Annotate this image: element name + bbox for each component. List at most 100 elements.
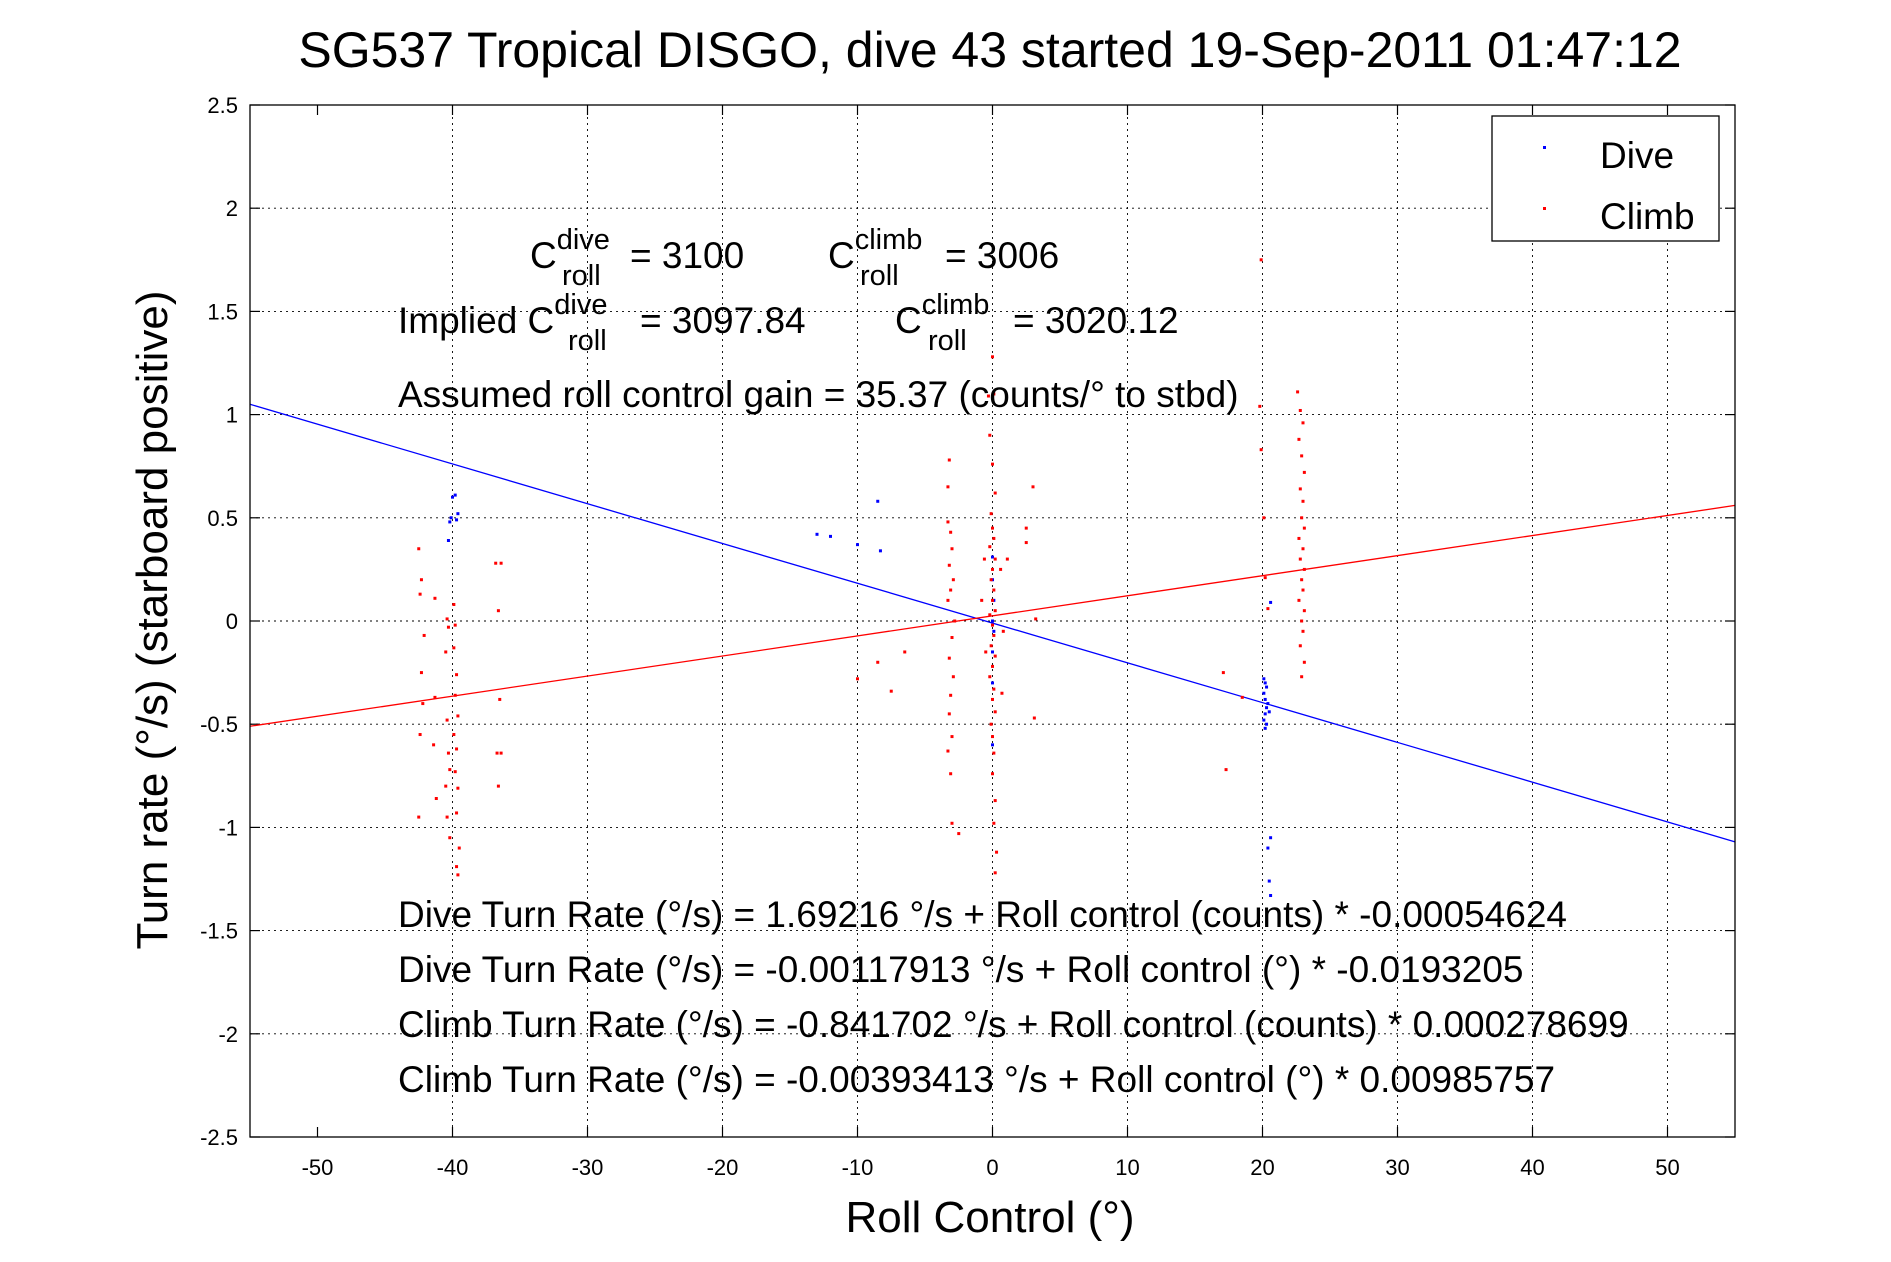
climb-point — [992, 392, 996, 396]
y-tick-label: -1.5 — [200, 919, 238, 944]
dive-point — [1263, 681, 1267, 685]
climb-point — [946, 749, 950, 753]
climb-point — [984, 650, 988, 654]
c-dive-value: = 3100 — [630, 235, 744, 276]
c-climb-subscript: roll — [860, 260, 899, 292]
x-tick-label: 10 — [1115, 1155, 1139, 1180]
dive-point — [1263, 697, 1267, 701]
climb-point — [991, 735, 994, 739]
climb-point — [992, 687, 996, 691]
climb-point — [856, 677, 859, 681]
climb-point — [949, 530, 953, 534]
climb-point — [992, 536, 996, 540]
climb-point — [946, 485, 950, 489]
legend-label-climb: Climb — [1600, 196, 1695, 237]
climb-point — [957, 832, 961, 836]
climb-point — [991, 355, 994, 359]
climb-point — [1032, 716, 1036, 720]
climb-point — [988, 675, 992, 679]
climb-point — [993, 609, 997, 613]
climb-point — [951, 675, 955, 679]
climb-point — [980, 598, 984, 602]
climb-point — [422, 633, 426, 637]
climb-point — [989, 512, 993, 516]
climb-point — [1005, 557, 1009, 561]
climb-point — [453, 623, 457, 627]
dive-point — [449, 516, 453, 520]
x-tick-label: 30 — [1385, 1155, 1409, 1180]
climb-point — [1297, 437, 1301, 441]
dive-point — [991, 681, 994, 685]
climb-point — [876, 660, 880, 664]
climb-point — [417, 815, 421, 819]
dive-point — [1266, 702, 1270, 706]
implied-climb-superscript: climb — [922, 289, 990, 321]
climb-point — [1298, 487, 1302, 491]
y-tick-label: 2 — [226, 196, 238, 221]
climb-point — [995, 850, 999, 854]
climb-point — [418, 733, 422, 737]
dive-point — [453, 493, 457, 497]
dive-point — [1265, 685, 1269, 689]
climb-point — [889, 689, 893, 693]
climb-point — [903, 650, 907, 654]
dive-point — [991, 650, 994, 654]
climb-point — [452, 646, 456, 650]
climb-point — [989, 578, 993, 582]
x-tick-label: -10 — [842, 1155, 874, 1180]
climb-point — [419, 578, 423, 582]
x-tick-label: 20 — [1250, 1155, 1274, 1180]
implied-climb-annotation: Cclimb roll = 3020.12 — [895, 289, 1179, 357]
climb-point — [991, 664, 994, 668]
dive-point — [1263, 726, 1267, 730]
climb-point — [453, 693, 457, 697]
climb-point — [1263, 576, 1267, 580]
climb-point — [494, 561, 498, 565]
climb-point — [433, 695, 437, 699]
dive-point — [1262, 718, 1266, 722]
climb-point — [988, 545, 992, 549]
climb-point — [1258, 404, 1262, 408]
climb-point — [452, 602, 456, 606]
c-dive-symbol: C — [530, 235, 557, 276]
dive-point — [1269, 836, 1273, 840]
implied-dive-value: = 3097.84 — [640, 300, 806, 341]
climb-point — [457, 846, 461, 850]
dive-point — [1267, 879, 1271, 883]
legend-label-dive: Dive — [1600, 135, 1674, 176]
climb-point — [496, 784, 500, 788]
climb-point — [991, 772, 994, 776]
climb-point — [1297, 598, 1301, 602]
dive-point — [446, 539, 450, 543]
climb-point — [455, 673, 459, 677]
data-points — [417, 258, 1306, 898]
climb-point — [991, 623, 994, 627]
x-tick-label: -40 — [437, 1155, 469, 1180]
climb-point — [456, 714, 460, 718]
dive-point — [1265, 722, 1269, 726]
c-dive-annotation: Cdive roll = 3100 — [530, 224, 744, 292]
climb-point — [445, 617, 449, 621]
dive-point — [829, 534, 832, 538]
implied-climb-symbol: C — [895, 300, 922, 341]
dive-point — [991, 619, 994, 623]
dive-point — [991, 555, 994, 559]
climb-point — [1224, 768, 1228, 772]
dive-point — [878, 549, 882, 553]
gain-annotation: Assumed roll control gain = 35.37 (count… — [398, 374, 1239, 415]
dive-point — [455, 518, 459, 522]
y-tick-label: 1.5 — [207, 299, 238, 324]
x-tick-label: 40 — [1520, 1155, 1544, 1180]
climb-point — [434, 797, 438, 801]
equation-dive-counts: Dive Turn Rate (°/s) = 1.69216 °/s + Rol… — [398, 894, 1567, 935]
climb-point — [951, 578, 955, 582]
climb-point — [499, 751, 503, 755]
c-climb-value: = 3006 — [945, 235, 1059, 276]
climb-point — [1297, 536, 1301, 540]
climb-point — [419, 671, 423, 675]
climb-point — [456, 873, 460, 877]
x-tick-label: -30 — [572, 1155, 604, 1180]
climb-point — [988, 433, 992, 437]
climb-point — [455, 865, 459, 869]
